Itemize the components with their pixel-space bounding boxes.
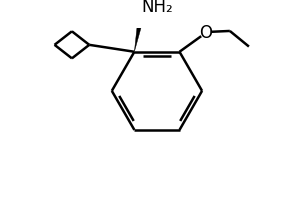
Text: NH₂: NH₂ — [141, 0, 173, 16]
Text: O: O — [199, 24, 212, 42]
Polygon shape — [134, 15, 144, 52]
